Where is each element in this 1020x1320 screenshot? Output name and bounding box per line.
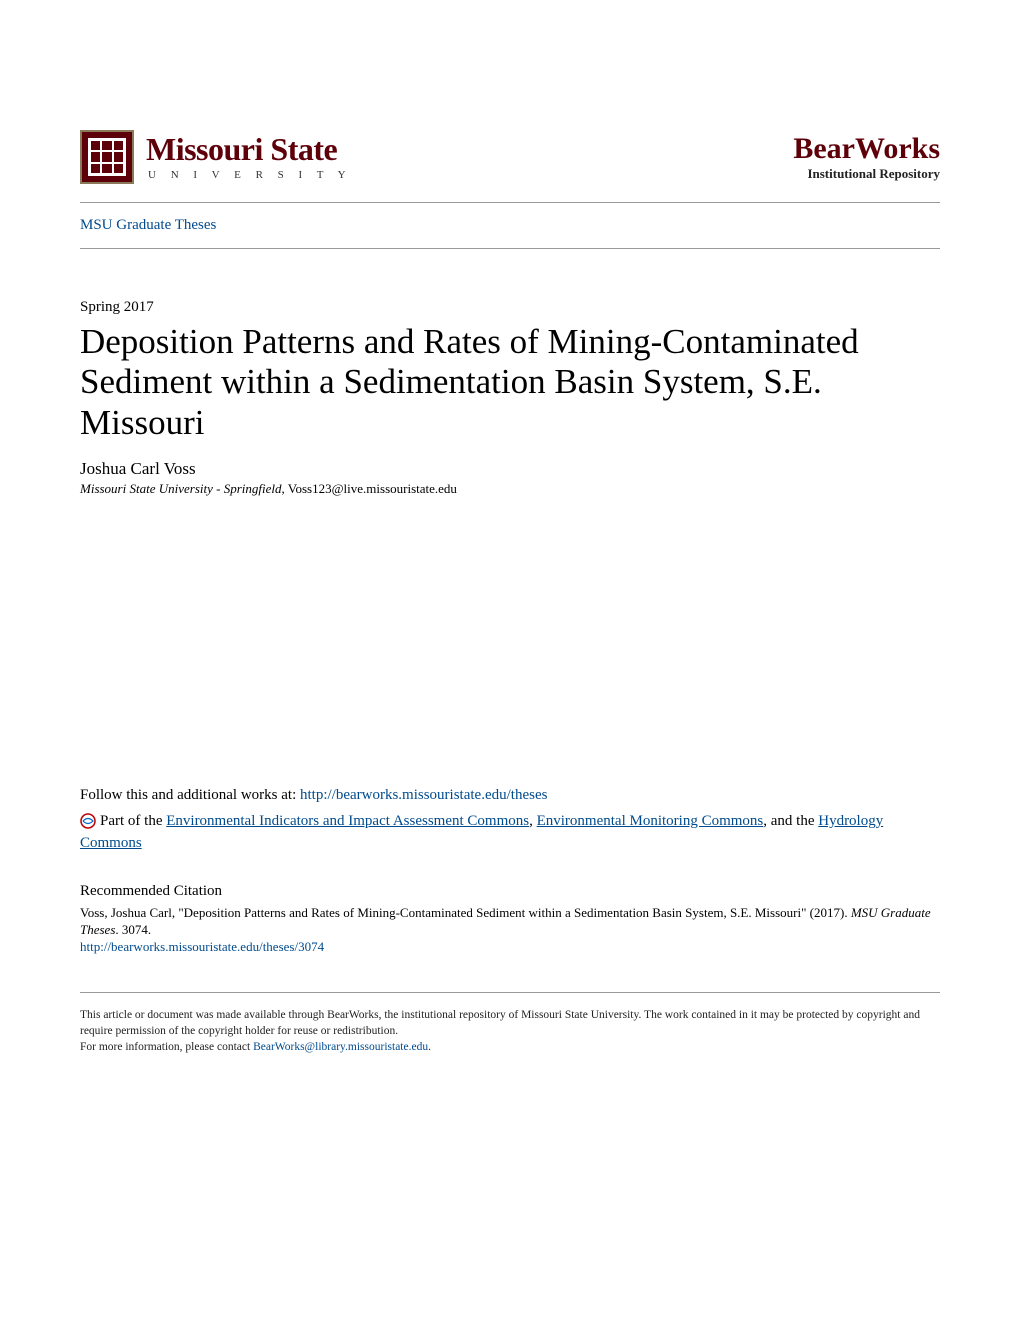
citation-link[interactable]: http://bearworks.missouristate.edu/these…	[80, 939, 324, 954]
citation-part1: Voss, Joshua Carl, "Deposition Patterns …	[80, 905, 851, 920]
affiliation-text: Missouri State University - Springfield	[80, 481, 281, 496]
footer-suffix: .	[428, 1041, 431, 1053]
footer-line-1: This article or document was made availa…	[80, 1007, 940, 1039]
university-logo[interactable]: Missouri State U N I V E R S I T Y	[80, 130, 352, 184]
main-content: Spring 2017 Deposition Patterns and Rate…	[80, 299, 940, 497]
part-of-prefix: Part of the	[100, 813, 166, 829]
page-header: Missouri State U N I V E R S I T Y BearW…	[80, 130, 940, 184]
footer-contact-email[interactable]: BearWorks@library.missouristate.edu	[253, 1041, 428, 1053]
follow-section: Follow this and additional works at: htt…	[80, 787, 940, 855]
university-name: Missouri State	[146, 133, 352, 165]
citation-text: Voss, Joshua Carl, "Deposition Patterns …	[80, 904, 940, 939]
and-text: , and the	[763, 813, 818, 829]
repo-name: BearWorks	[793, 132, 940, 166]
publication-date: Spring 2017	[80, 299, 940, 316]
paper-title: Deposition Patterns and Rates of Mining-…	[80, 322, 940, 443]
repository-logo[interactable]: BearWorks Institutional Repository	[793, 132, 940, 182]
network-icon	[80, 813, 96, 829]
author-name: Joshua Carl Voss	[80, 459, 940, 479]
follow-url-link[interactable]: http://bearworks.missouristate.edu/these…	[300, 787, 547, 803]
commons-link-1[interactable]: Environmental Indicators and Impact Asse…	[166, 813, 529, 829]
follow-prefix: Follow this and additional works at:	[80, 787, 300, 803]
breadcrumb: MSU Graduate Theses	[80, 203, 940, 248]
breadcrumb-divider	[80, 248, 940, 249]
footer-contact-prefix: For more information, please contact	[80, 1041, 253, 1053]
building-icon	[80, 130, 134, 184]
breadcrumb-link[interactable]: MSU Graduate Theses	[80, 217, 216, 233]
author-affiliation: Missouri State University - Springfield,…	[80, 481, 940, 497]
footer-divider	[80, 992, 940, 993]
footer-text: This article or document was made availa…	[80, 1007, 940, 1055]
citation-heading: Recommended Citation	[80, 883, 940, 900]
citation-section: Recommended Citation Voss, Joshua Carl, …	[80, 883, 940, 956]
citation-part2: . 3074.	[115, 922, 151, 937]
author-email: Voss123@live.missouristate.edu	[288, 481, 457, 496]
repo-subtitle: Institutional Repository	[793, 166, 940, 182]
university-subtitle: U N I V E R S I T Y	[148, 169, 352, 181]
commons-link-2[interactable]: Environmental Monitoring Commons	[537, 813, 764, 829]
